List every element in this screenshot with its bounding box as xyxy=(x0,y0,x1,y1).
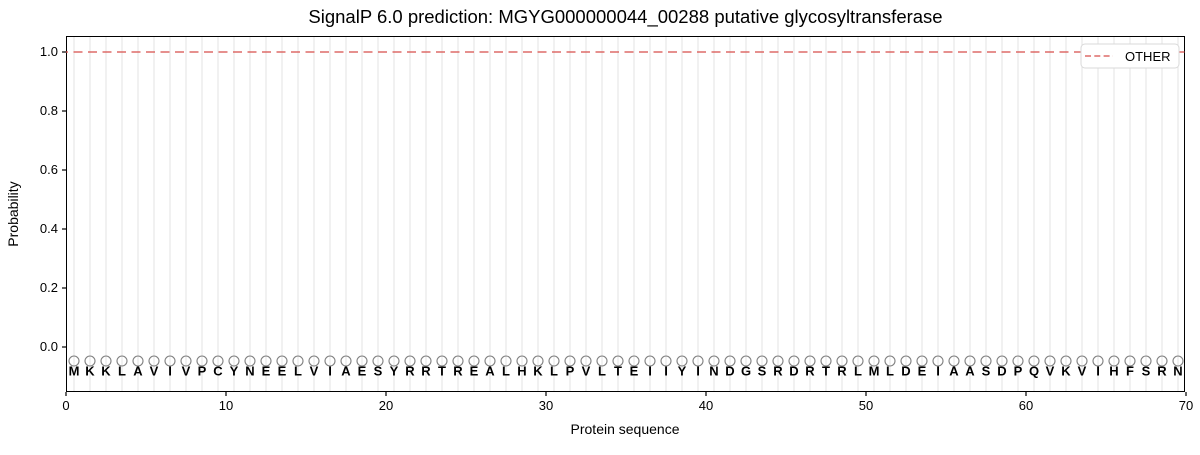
svg-text:R: R xyxy=(421,364,431,379)
svg-text:S: S xyxy=(374,364,383,379)
svg-text:30: 30 xyxy=(539,398,553,413)
svg-text:E: E xyxy=(278,364,287,379)
svg-text:R: R xyxy=(1157,364,1167,379)
svg-text:R: R xyxy=(773,364,783,379)
svg-text:F: F xyxy=(1126,364,1134,379)
svg-text:D: D xyxy=(997,364,1006,379)
svg-text:G: G xyxy=(741,364,751,379)
svg-text:0: 0 xyxy=(62,398,69,413)
svg-text:1.0: 1.0 xyxy=(40,44,58,59)
svg-text:A: A xyxy=(965,364,975,379)
svg-text:S: S xyxy=(1142,364,1151,379)
svg-text:H: H xyxy=(1109,364,1118,379)
svg-text:V: V xyxy=(150,364,159,379)
svg-text:V: V xyxy=(310,364,319,379)
svg-text:K: K xyxy=(1061,364,1071,379)
svg-text:H: H xyxy=(517,364,526,379)
svg-text:R: R xyxy=(837,364,847,379)
svg-text:P: P xyxy=(198,364,207,379)
svg-text:50: 50 xyxy=(859,398,873,413)
svg-text:T: T xyxy=(822,364,830,379)
svg-text:0.8: 0.8 xyxy=(40,103,58,118)
svg-text:E: E xyxy=(358,364,367,379)
svg-text:L: L xyxy=(886,364,894,379)
svg-text:P: P xyxy=(1014,364,1023,379)
svg-text:K: K xyxy=(85,364,95,379)
svg-text:S: S xyxy=(982,364,991,379)
svg-text:Q: Q xyxy=(1029,364,1039,379)
svg-text:I: I xyxy=(328,364,332,379)
svg-text:40: 40 xyxy=(699,398,713,413)
svg-text:A: A xyxy=(133,364,143,379)
svg-text:70: 70 xyxy=(1179,398,1193,413)
svg-text:I: I xyxy=(648,364,652,379)
svg-text:60: 60 xyxy=(1019,398,1033,413)
svg-text:A: A xyxy=(341,364,351,379)
svg-text:Y: Y xyxy=(390,364,399,379)
svg-text:V: V xyxy=(582,364,591,379)
svg-text:E: E xyxy=(470,364,479,379)
svg-text:E: E xyxy=(262,364,271,379)
svg-text:I: I xyxy=(936,364,940,379)
svg-text:I: I xyxy=(696,364,700,379)
svg-text:L: L xyxy=(294,364,302,379)
svg-text:R: R xyxy=(805,364,815,379)
svg-text:N: N xyxy=(245,364,254,379)
svg-text:K: K xyxy=(533,364,543,379)
svg-text:T: T xyxy=(438,364,446,379)
svg-text:0.6: 0.6 xyxy=(40,162,58,177)
svg-text:A: A xyxy=(485,364,495,379)
svg-text:K: K xyxy=(101,364,111,379)
svg-text:R: R xyxy=(405,364,415,379)
svg-text:L: L xyxy=(550,364,558,379)
svg-text:L: L xyxy=(598,364,606,379)
svg-text:E: E xyxy=(630,364,639,379)
svg-text:P: P xyxy=(566,364,575,379)
svg-text:A: A xyxy=(949,364,959,379)
svg-text:C: C xyxy=(213,364,223,379)
svg-text:V: V xyxy=(1046,364,1055,379)
svg-text:D: D xyxy=(725,364,734,379)
svg-text:I: I xyxy=(664,364,668,379)
svg-text:20: 20 xyxy=(379,398,393,413)
svg-text:V: V xyxy=(1078,364,1087,379)
svg-text:I: I xyxy=(168,364,172,379)
svg-text:E: E xyxy=(918,364,927,379)
svg-text:I: I xyxy=(1096,364,1100,379)
svg-text:V: V xyxy=(182,364,191,379)
svg-text:D: D xyxy=(789,364,798,379)
svg-text:N: N xyxy=(1173,364,1182,379)
svg-text:D: D xyxy=(901,364,910,379)
svg-text:10: 10 xyxy=(219,398,233,413)
svg-text:Y: Y xyxy=(230,364,239,379)
svg-text:M: M xyxy=(869,364,880,379)
svg-text:Probability: Probability xyxy=(5,181,21,246)
svg-text:N: N xyxy=(709,364,718,379)
svg-text:L: L xyxy=(118,364,126,379)
svg-text:T: T xyxy=(614,364,622,379)
svg-text:SignalP 6.0 prediction: MGYG00: SignalP 6.0 prediction: MGYG000000044_00… xyxy=(308,6,942,28)
svg-text:0.0: 0.0 xyxy=(40,339,58,354)
svg-text:Y: Y xyxy=(678,364,687,379)
svg-text:R: R xyxy=(453,364,463,379)
svg-text:OTHER: OTHER xyxy=(1125,49,1171,64)
svg-text:L: L xyxy=(854,364,862,379)
svg-text:Protein sequence: Protein sequence xyxy=(571,421,680,437)
svg-text:0.2: 0.2 xyxy=(40,280,58,295)
svg-text:S: S xyxy=(758,364,767,379)
svg-text:L: L xyxy=(502,364,510,379)
svg-text:M: M xyxy=(69,364,80,379)
svg-text:0.4: 0.4 xyxy=(40,221,58,236)
